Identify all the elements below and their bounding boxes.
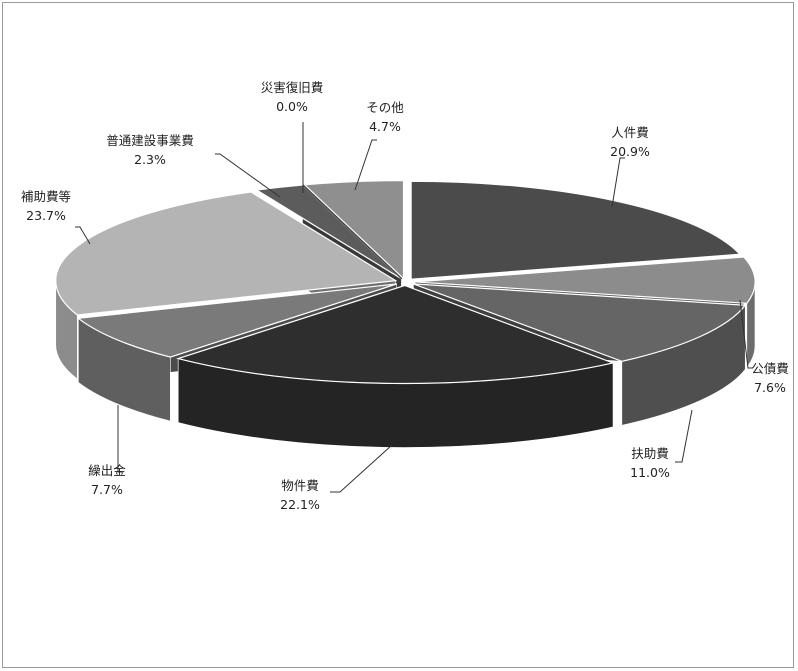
leader-line-5 [75, 226, 91, 245]
slice-1-top [414, 256, 756, 304]
slice-0-top [410, 180, 742, 280]
leader-line-3 [330, 444, 393, 493]
slice-value-1: 7.6% [754, 380, 786, 395]
slice-value-5: 23.7% [26, 208, 66, 223]
slice-value-3: 22.1% [280, 497, 320, 512]
pie-labels: 人件費 20.9% 公債費 7.6% 扶助費 11.0% 物件費 22.1% 繰出金 7.7% 補助… [21, 80, 789, 512]
slice-label-3: 物件費 [281, 478, 319, 493]
leader-line-0 [611, 157, 625, 208]
leader-line-8 [354, 139, 377, 191]
slice-label-7: 災害復旧費 [261, 80, 324, 95]
pie-tops [55, 179, 756, 385]
leader-line-2 [675, 409, 693, 463]
slice-5-top [55, 191, 398, 316]
slice-label-0: 人件費 [611, 125, 649, 140]
slice-7-top [302, 184, 403, 280]
leader-line-4 [117, 405, 122, 473]
slice-6-top [254, 184, 402, 280]
slice-value-0: 20.9% [610, 144, 650, 159]
slice-3-top [176, 284, 616, 385]
slice-value-4: 7.7% [91, 482, 123, 497]
slice-label-6: 普通建設事業費 [106, 133, 194, 148]
slice-label-5: 補助費等 [21, 189, 71, 204]
leader-line-6 [215, 153, 281, 198]
slice-8-top [303, 179, 405, 280]
slice-label-2: 扶助費 [631, 446, 669, 461]
slice-2-top [413, 283, 747, 362]
slice-value-7: 0.0% [276, 99, 308, 114]
slice-label-1: 公債費 [751, 361, 789, 376]
slice-value-6: 2.3% [134, 152, 166, 167]
slice-4-top [76, 283, 397, 358]
slice-value-8: 4.7% [369, 119, 401, 134]
slice-label-8: その他 [366, 100, 404, 115]
slice-value-2: 11.0% [630, 465, 670, 480]
slice-label-4: 繰出金 [88, 463, 126, 478]
leader-line-1 [739, 299, 753, 369]
